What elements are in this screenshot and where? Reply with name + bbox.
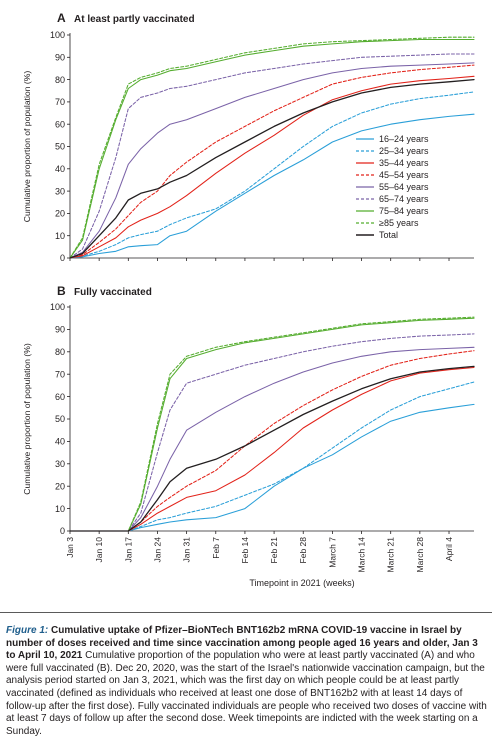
y-tick-label: 10 [55, 504, 65, 514]
x-tick-label: March 7 [327, 537, 337, 568]
x-tick-label: Jan 10 [94, 537, 104, 563]
y-tick-label: 40 [55, 164, 65, 174]
y-tick-label: 70 [55, 369, 65, 379]
legend: 16–24 years 25–34 years 35–44 years 45–54 y… [356, 134, 429, 240]
panel-title: Fully vaccinated [74, 287, 152, 298]
y-tick-label: 20 [55, 209, 65, 219]
series-line [69, 365, 475, 532]
legend-label: 75–84 years [379, 206, 429, 216]
x-tick-label: April 4 [444, 537, 454, 561]
legend-label: 55–64 years [379, 182, 429, 192]
y-tick-label: 90 [55, 53, 65, 63]
panel-b: B Fully vaccinated 0 10 20 30 40 50 60 70 80 90 100 C… [22, 284, 475, 588]
caption-body: Cumulative proportion of the population … [6, 650, 487, 737]
y-tick-label: 100 [50, 302, 65, 312]
x-axis-label: Timepoint in 2021 (weeks) [249, 578, 354, 588]
y-axis-label: Cumulative proportion of population (%) [22, 343, 32, 495]
series-line [69, 53, 475, 259]
y-tick-label: 100 [50, 30, 65, 40]
series-line [69, 91, 475, 259]
x-tick-label: Feb 14 [240, 537, 250, 564]
y-tick-label: 50 [55, 414, 65, 424]
y-tick-label: 30 [55, 186, 65, 196]
y-tick-label: 0 [60, 526, 65, 536]
series-line [69, 62, 475, 259]
series-line [69, 333, 475, 532]
panel-letter: B [57, 284, 66, 298]
y-tick-label: 80 [55, 347, 65, 357]
series-line [69, 403, 475, 532]
series-line [69, 316, 475, 532]
x-tick-label: Jan 31 [182, 537, 192, 563]
x-tick-label: Jan 24 [152, 537, 162, 563]
y-tick-label: 70 [55, 97, 65, 107]
x-tick-label: Feb 7 [211, 537, 221, 559]
figure-canvas: A At least partly vaccinated 0 10 20 30 40 50 60… [22, 11, 475, 588]
panel-letter: A [57, 11, 66, 25]
y-tick-label: 80 [55, 75, 65, 85]
legend-label: 35–44 years [379, 158, 429, 168]
y-tick-label: 60 [55, 119, 65, 129]
x-tick-label: Jan 17 [123, 537, 133, 563]
legend-label: 25–34 years [379, 146, 429, 156]
figure-label: Figure 1: [6, 625, 49, 636]
legend-label: 45–54 years [379, 170, 429, 180]
y-tick-label: 50 [55, 142, 65, 152]
figure-caption: Figure 1: Cumulative uptake of Pfizer–Bi… [6, 625, 488, 738]
y-tick-label: 60 [55, 392, 65, 402]
y-tick-label: 90 [55, 325, 65, 335]
caption-top-rule [0, 612, 492, 613]
y-tick-label: 20 [55, 481, 65, 491]
series-line [69, 75, 475, 259]
legend-label: 16–24 years [379, 134, 429, 144]
series-line [69, 38, 475, 259]
x-tick-label: March 14 [357, 537, 367, 573]
x-tick-label: Jan 3 [65, 537, 75, 558]
series-line [69, 78, 475, 259]
panel-title: At least partly vaccinated [74, 14, 195, 25]
series-line [69, 113, 475, 259]
panel-a: A At least partly vaccinated 0 10 20 30 40 50 60… [22, 11, 475, 263]
legend-label: ≥85 years [379, 218, 419, 228]
y-tick-label: 40 [55, 437, 65, 447]
x-tick-label: March 21 [386, 537, 396, 573]
series-line [69, 36, 475, 259]
series-line [69, 346, 475, 532]
x-tick-label: Feb 21 [269, 537, 279, 564]
legend-label: 65–74 years [379, 194, 429, 204]
x-tick-label: March 28 [415, 537, 425, 573]
series-line [69, 350, 475, 532]
series-line [69, 366, 475, 532]
caption-title: Cumulative uptake of Pfizer–BioNTech BNT… [6, 625, 478, 662]
x-tick-label: Feb 28 [298, 537, 308, 564]
y-tick-label: 0 [60, 253, 65, 263]
legend-label: Total [379, 230, 398, 240]
series-line [69, 64, 475, 259]
y-axis-label: Cumulative proportion of population (%) [22, 71, 32, 223]
y-tick-label: 10 [55, 231, 65, 241]
series-line [69, 317, 475, 532]
series-line [69, 381, 475, 532]
y-tick-label: 30 [55, 459, 65, 469]
